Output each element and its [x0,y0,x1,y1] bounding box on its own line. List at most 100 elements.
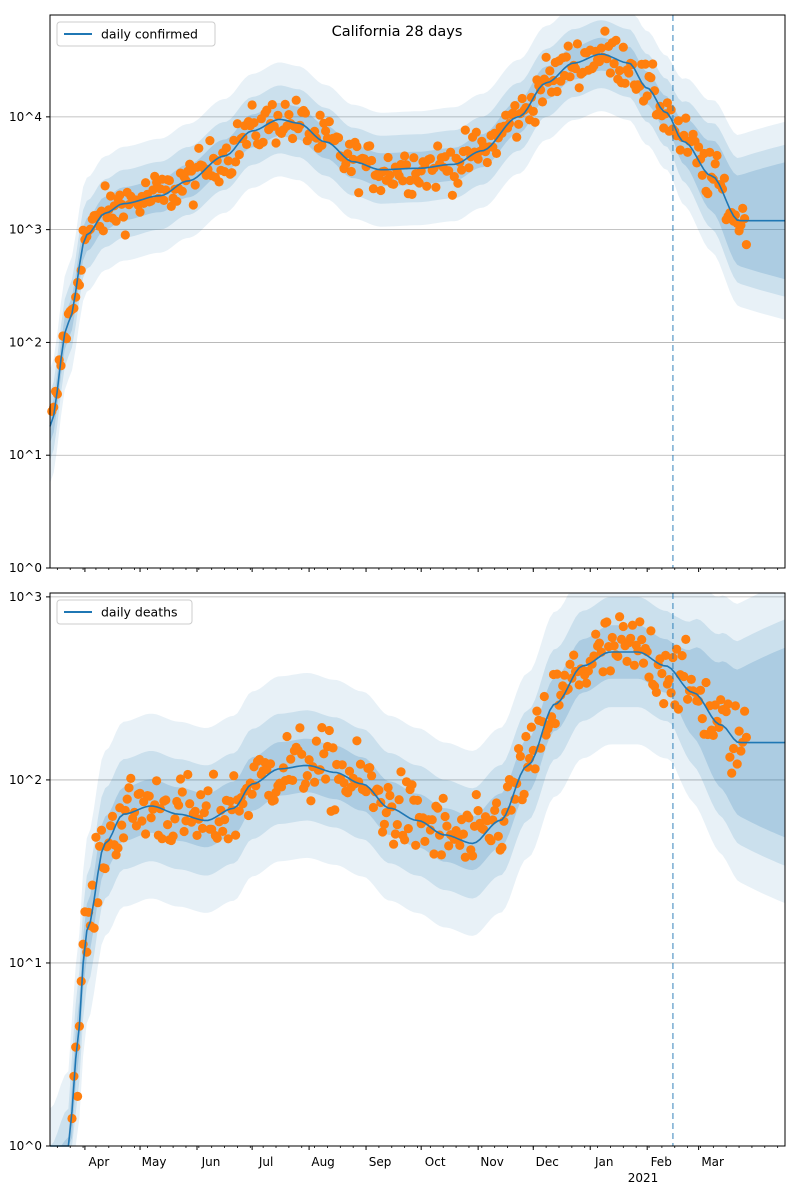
x-tick-label: Oct [425,1155,446,1169]
bot-y-tick-label: 10^2 [9,773,42,787]
bot-data-point [605,666,616,676]
bot-data-point [95,841,105,851]
top-data-point [648,59,658,69]
top-data-point [352,141,362,152]
bot-data-point [657,668,667,679]
top-data-point [471,127,481,137]
top-data-point [159,195,169,205]
top-data-point [280,99,290,109]
top-data-point [231,157,241,167]
top-data-point [537,97,548,107]
bot-data-point [93,898,103,908]
bot-data-point [389,839,399,849]
deaths-trend-line [50,651,785,1147]
x-tick-label: Jun [201,1155,221,1169]
bot-data-point [613,651,623,662]
bot-data-point [234,806,244,816]
bot-data-point [304,755,314,765]
bot-confidence-band [50,593,785,1146]
bot-data-point [300,779,310,789]
bot-data-point [444,841,454,851]
bot-data-point [559,670,570,680]
bot-data-point [729,743,739,754]
bot-data-point [321,774,331,784]
bot-data-point [306,796,316,806]
bot-data-point [708,730,718,741]
top-y-tick-label: 10^2 [9,335,42,349]
top-data-point [333,133,344,143]
bot-data-point [497,842,507,853]
bot-data-point [412,795,423,806]
bot-data-point [638,658,649,668]
bot-data-point [583,666,594,676]
top-data-point [640,59,651,69]
bot-data-point [107,811,118,822]
bot-data-point [324,725,334,736]
top-data-point [376,185,386,196]
x-tick-label: Sep [369,1155,392,1169]
top-data-point [98,226,108,236]
bot-data-point [196,790,206,800]
bot-data-point [71,1042,81,1052]
top-data-point [343,149,353,159]
bot-data-point [736,746,746,756]
top-data-point [115,190,125,200]
top-data-point [675,145,685,155]
bot-data-point [723,699,733,709]
top-data-point [703,189,713,199]
bot-data-point [673,704,684,714]
top-data-point [324,117,334,127]
bot-y-tick-label: 10^3 [9,590,42,604]
top-data-point [508,108,518,118]
bot-data-point [87,880,97,890]
bot-data-point [218,826,228,837]
bot-data-point [374,785,384,795]
bot-data-point [725,752,735,762]
top-data-point [460,125,470,135]
top-data-point [249,118,259,128]
bot-data-point [225,796,235,807]
top-data-point [148,185,158,195]
top-data-point [398,176,408,186]
bot-data-point [523,762,533,772]
top-data-point [401,160,412,170]
top-data-point [552,86,562,97]
top-data-point [383,152,393,163]
deaths-legend-label: daily deaths [101,605,178,620]
bot-data-point [122,794,132,804]
top-data-point [214,177,224,187]
bot-data-point [458,829,468,839]
bot-data-point [626,633,636,643]
top-data-point [106,191,116,201]
x-tick-label: Apr [89,1155,110,1169]
top-data-point [545,66,555,76]
top-data-point [194,143,204,153]
top-data-point [267,100,277,110]
bot-data-point [229,771,239,781]
bot-data-point [734,726,744,736]
bot-data-point [168,831,178,841]
bot-data-point [664,675,674,685]
bot-data-point [741,732,752,743]
bot-data-point [629,660,639,670]
bot-data-point [403,824,413,834]
top-data-point [530,117,540,127]
bot-data-point [493,831,503,841]
top-data-point [673,116,684,126]
bot-data-point [379,819,389,829]
top-data-point [100,181,110,191]
bot-data-point [532,706,542,716]
bot-data-point [460,852,470,862]
top-confidence-band [50,15,785,484]
bot-data-point [515,751,526,762]
bot-data-point [661,650,671,661]
x-axis-year-label: 2021 [628,1171,659,1185]
x-tick-label: Aug [311,1155,334,1169]
bot-data-point [317,723,327,733]
bot-data-point [76,976,86,986]
top-data-point [491,148,502,158]
bot-data-point [330,805,340,815]
top-data-point [740,214,750,224]
top-data-point [422,181,432,191]
bot-data-point [672,644,682,654]
